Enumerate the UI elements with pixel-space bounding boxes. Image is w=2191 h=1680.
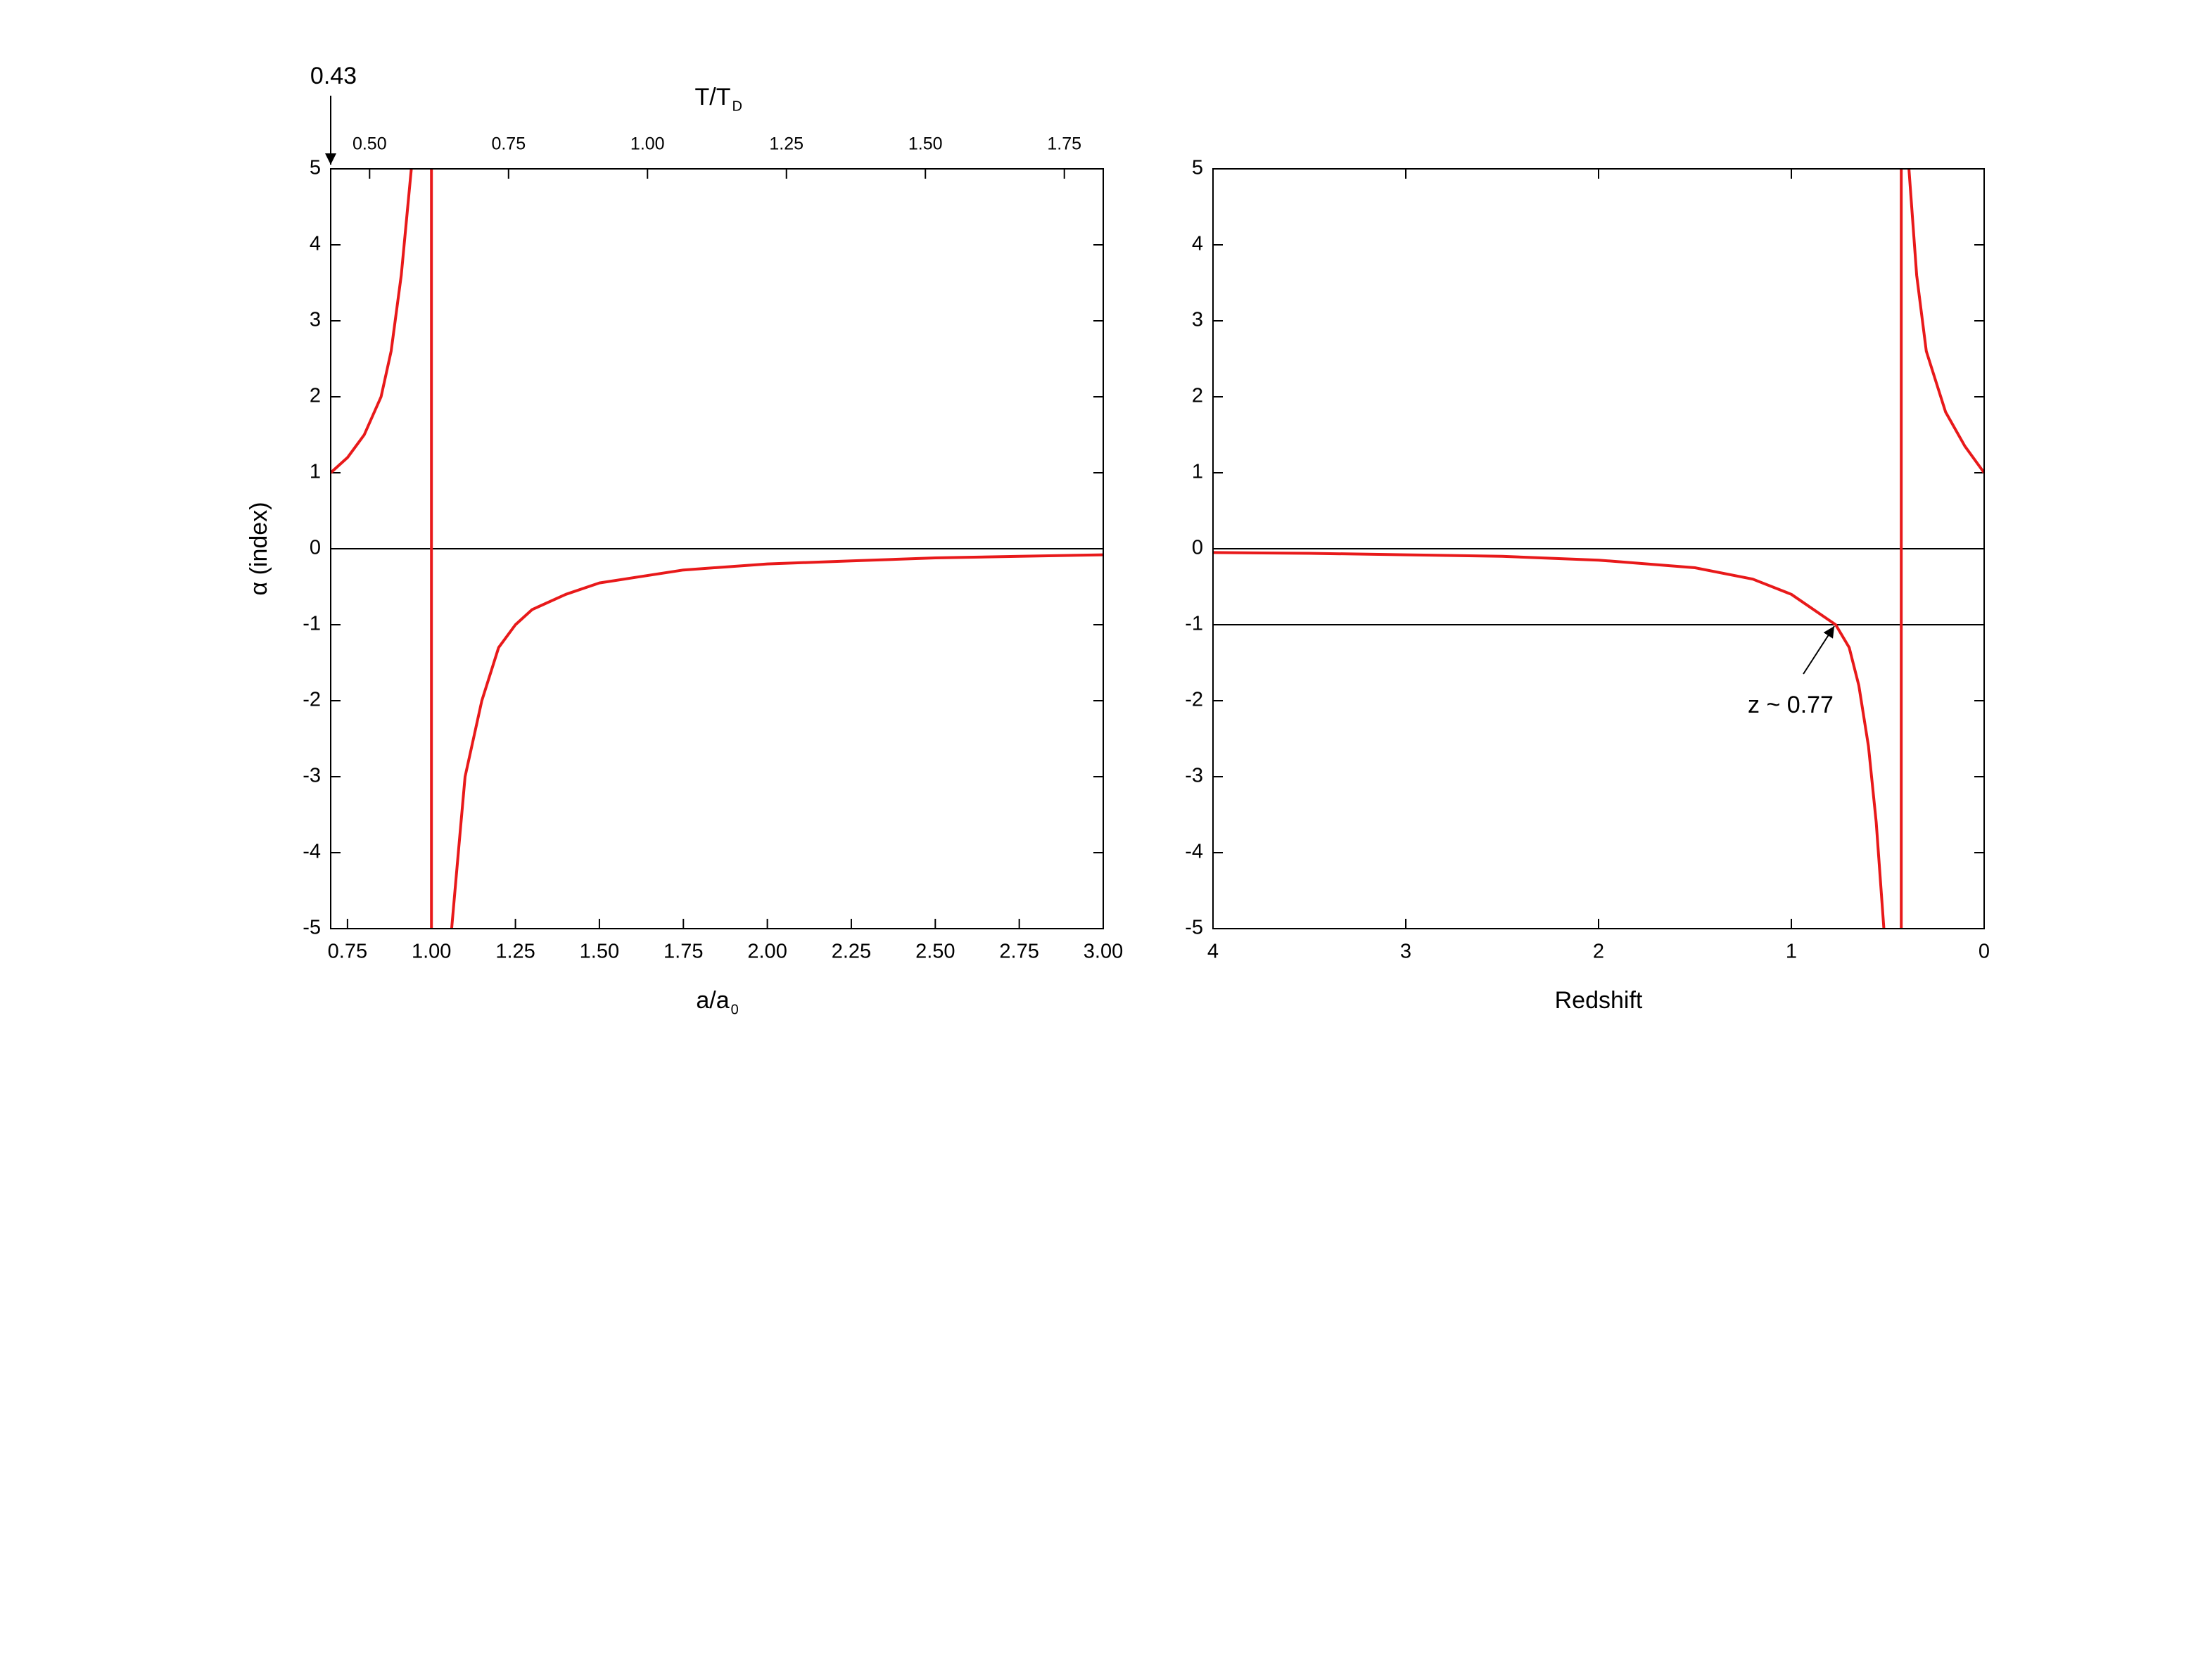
x-tick-label: 1.25 bbox=[495, 941, 535, 963]
x2-tick-label: 0.75 bbox=[491, 134, 526, 154]
y-tick-label: -5 bbox=[1185, 917, 1203, 939]
y-tick-label: 1 bbox=[310, 461, 321, 483]
y-tick-label: -3 bbox=[1185, 765, 1203, 787]
x-tick-label: 0.75 bbox=[328, 941, 367, 963]
x-tick-label: 2.25 bbox=[832, 941, 871, 963]
y-tick-label: 5 bbox=[310, 157, 321, 179]
y-tick-label: -5 bbox=[303, 917, 321, 939]
y-tick-label: 1 bbox=[1192, 461, 1203, 483]
annotation: 0.43 bbox=[310, 63, 357, 89]
x-tick-label: 1.75 bbox=[663, 941, 703, 963]
y-tick-label: 3 bbox=[310, 309, 321, 331]
y-tick-label: -4 bbox=[303, 841, 321, 863]
y-tick-label: -2 bbox=[303, 689, 321, 711]
y-axis-label: α (index) bbox=[246, 502, 272, 595]
x-tick-label: 2.00 bbox=[747, 941, 787, 963]
x-axis-label-sub: 0 bbox=[731, 1002, 739, 1017]
x-axis-label: Redshift bbox=[1555, 987, 1643, 1014]
x2-tick-label: 1.25 bbox=[769, 134, 804, 154]
y-tick-label: -3 bbox=[303, 765, 321, 787]
x-tick-label: 1.00 bbox=[412, 941, 451, 963]
x-tick-label: 0 bbox=[1979, 941, 1990, 963]
x2-tick-label: 1.00 bbox=[630, 134, 665, 154]
y-tick-label: 2 bbox=[310, 385, 321, 407]
y-tick-label: 5 bbox=[1192, 157, 1203, 179]
annotation: z ~ 0.77 bbox=[1748, 692, 1834, 718]
x-axis-label: a/a bbox=[696, 987, 729, 1014]
series-line bbox=[331, 168, 1103, 929]
annotation-arrow bbox=[1803, 625, 1835, 675]
y-tick-label: -4 bbox=[1185, 841, 1203, 863]
x2-axis-label: T/T bbox=[695, 84, 731, 110]
x2-axis-label-sub: D bbox=[732, 98, 742, 114]
x-tick-label: 2.75 bbox=[999, 941, 1039, 963]
y-tick-label: 2 bbox=[1192, 385, 1203, 407]
x2-tick-label: 0.50 bbox=[353, 134, 387, 154]
x-tick-label: 3 bbox=[1400, 941, 1411, 963]
y-tick-label: 0 bbox=[310, 537, 321, 559]
x-tick-label: 4 bbox=[1207, 941, 1219, 963]
plot-frame bbox=[1212, 168, 1985, 929]
y-tick-label: -1 bbox=[1185, 613, 1203, 635]
x-tick-label: 2 bbox=[1593, 941, 1604, 963]
y-tick-label: 4 bbox=[310, 233, 321, 255]
x-tick-label: 1 bbox=[1786, 941, 1797, 963]
x-tick-label: 3.00 bbox=[1084, 941, 1123, 963]
series-line bbox=[1213, 168, 1984, 929]
x-tick-label: 2.50 bbox=[915, 941, 955, 963]
y-tick-label: 0 bbox=[1192, 537, 1203, 559]
plot-frame bbox=[330, 168, 1104, 929]
y-tick-label: 4 bbox=[1192, 233, 1203, 255]
x2-tick-label: 1.50 bbox=[908, 134, 943, 154]
y-tick-label: -1 bbox=[303, 613, 321, 635]
y-tick-label: -2 bbox=[1185, 689, 1203, 711]
x2-tick-label: 1.75 bbox=[1047, 134, 1081, 154]
x-tick-label: 1.50 bbox=[580, 941, 619, 963]
y-tick-label: 3 bbox=[1192, 309, 1203, 331]
